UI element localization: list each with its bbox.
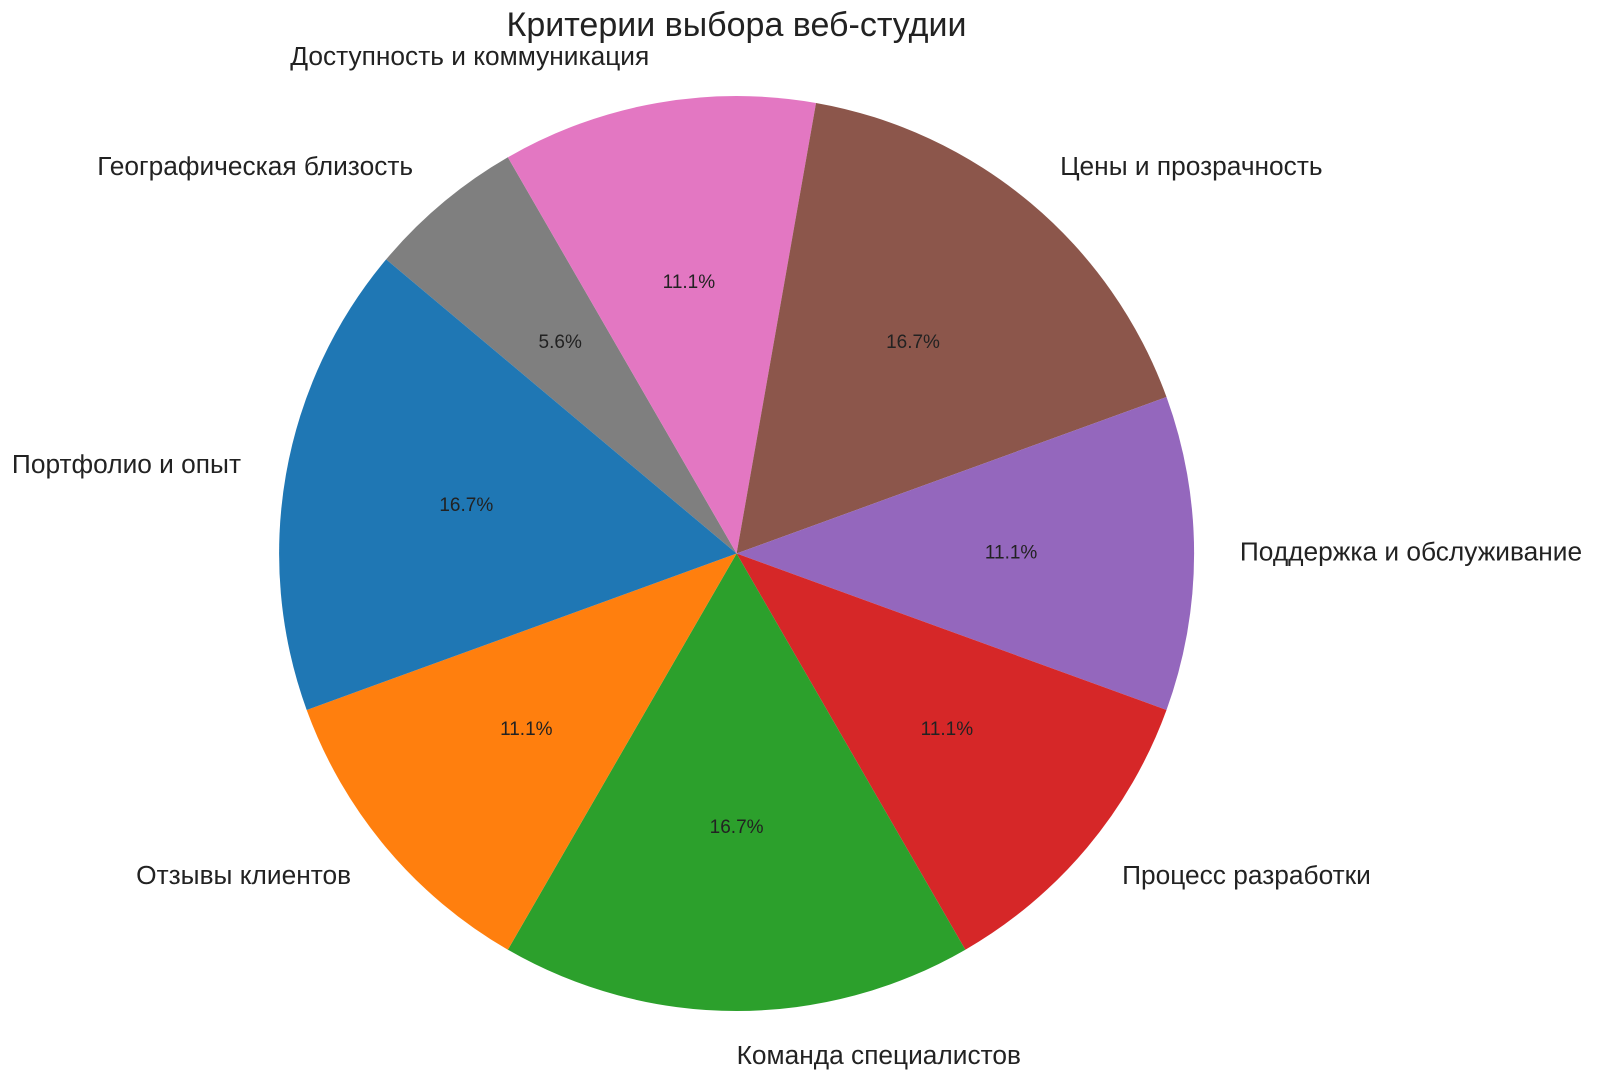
svg-text:5.6%: 5.6% [539,332,582,353]
svg-text:Географическая близость: Географическая близость [97,151,413,181]
svg-text:16.7%: 16.7% [886,332,940,353]
svg-text:11.1%: 11.1% [663,272,716,293]
svg-text:Цены и прозрачность: Цены и прозрачность [1060,151,1322,181]
svg-text:11.1%: 11.1% [921,719,974,740]
svg-text:Портфолио и опыт: Портфолио и опыт [12,449,241,479]
svg-text:11.1%: 11.1% [985,543,1038,564]
svg-text:Доступность и коммуникация: Доступность и коммуникация [290,41,649,71]
svg-text:16.7%: 16.7% [710,817,764,838]
svg-text:16.7%: 16.7% [439,495,493,516]
svg-text:Команда специалистов: Команда специалистов [737,1040,1021,1070]
svg-text:Процесс разработки: Процесс разработки [1122,860,1371,890]
svg-text:Поддержка и обслуживание: Поддержка и обслуживание [1240,536,1582,566]
svg-text:11.1%: 11.1% [500,719,553,740]
svg-text:Отзывы клиентов: Отзывы клиентов [136,860,351,890]
